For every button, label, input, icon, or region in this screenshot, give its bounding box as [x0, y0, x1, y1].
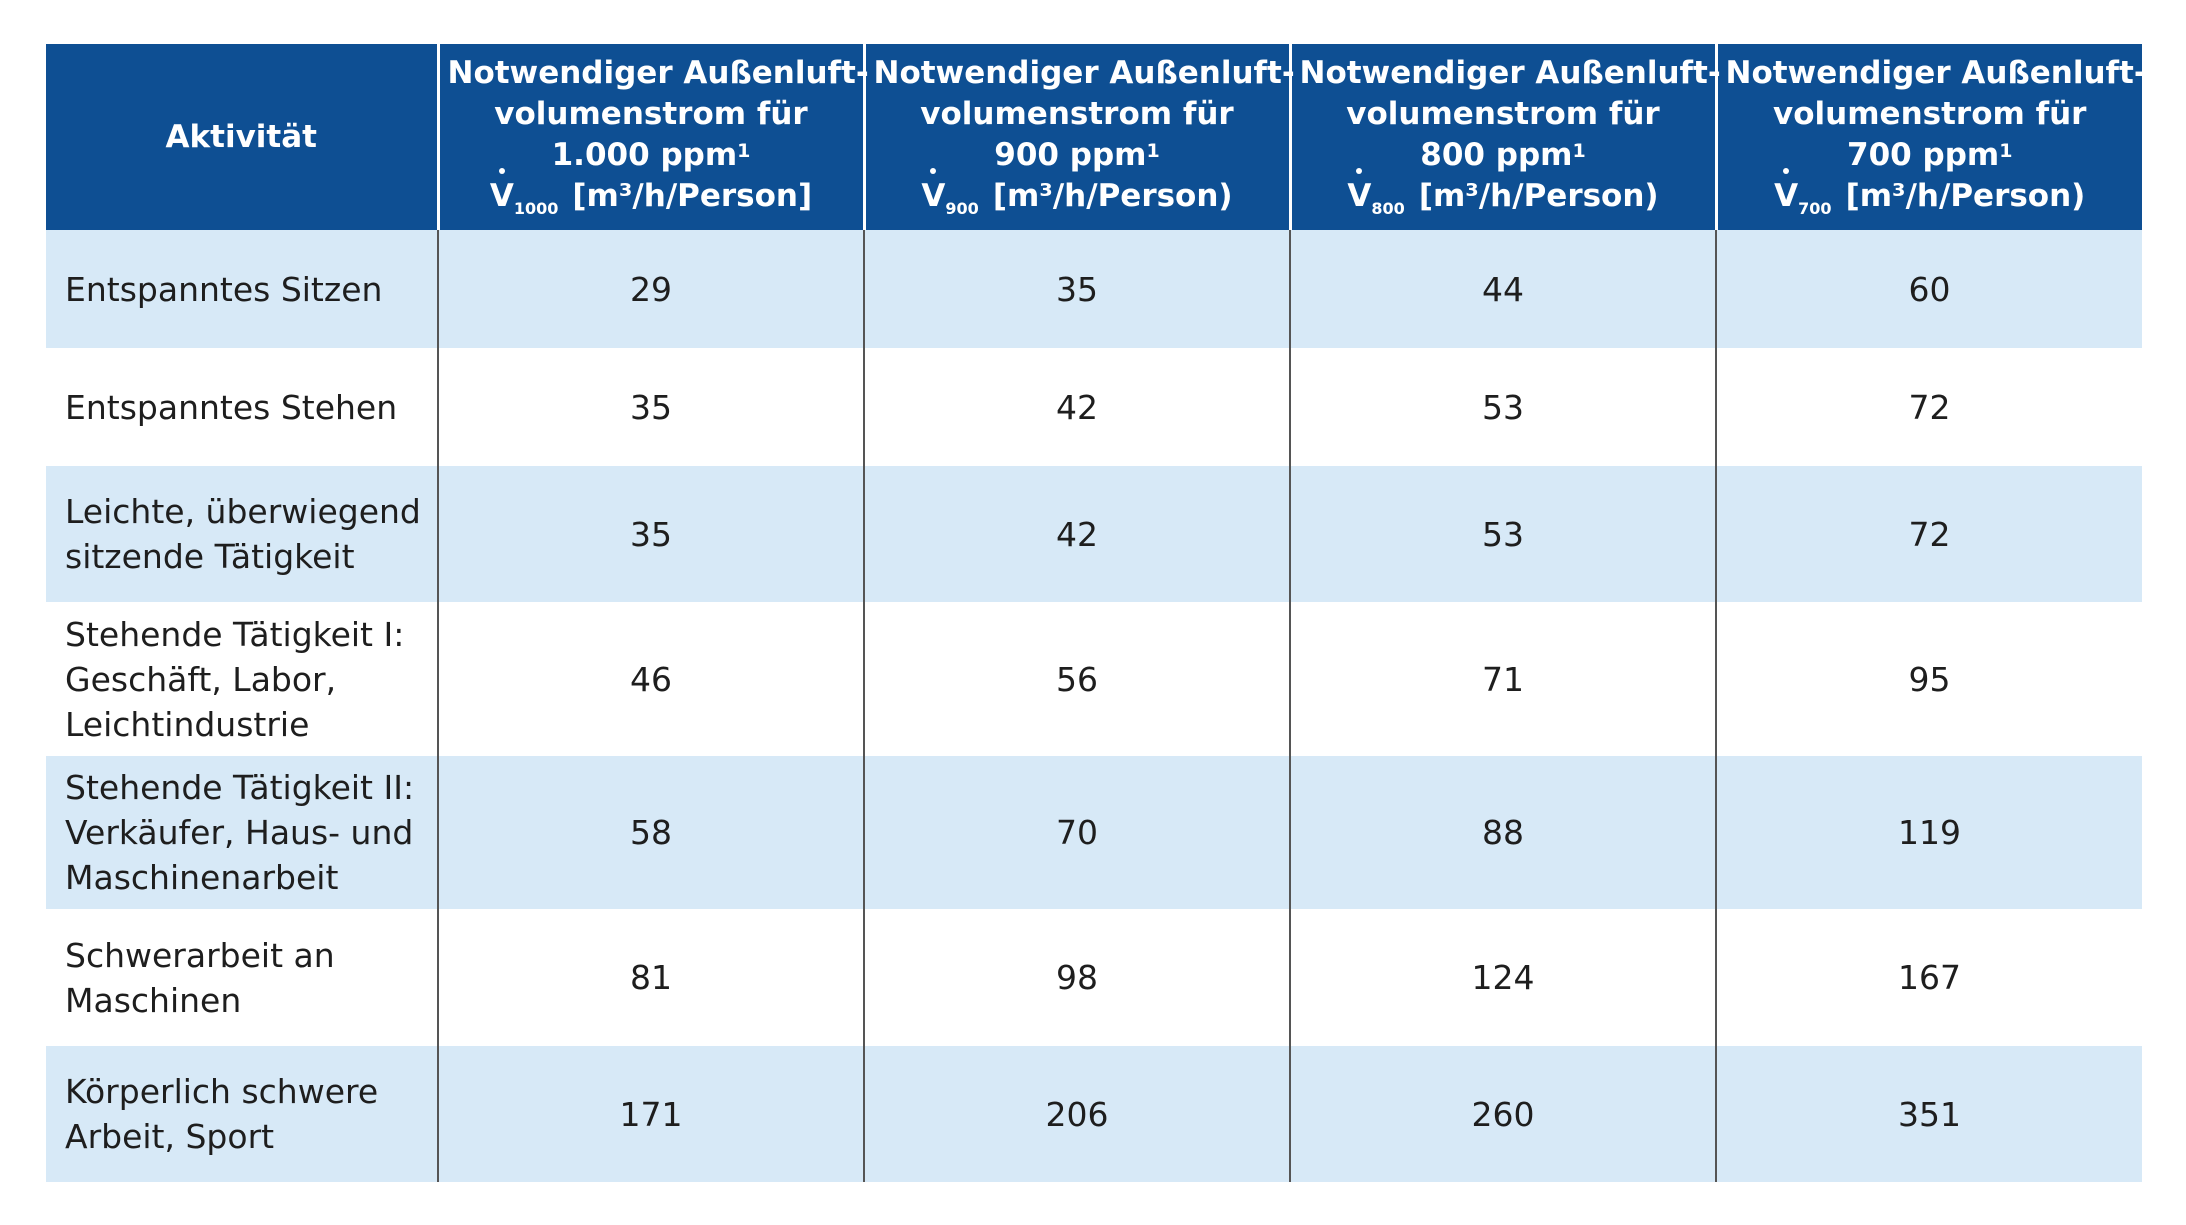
value-cell: 35: [437, 348, 864, 466]
header-footnote: 1: [1572, 140, 1586, 162]
table-row: Entspanntes Stehen 35 42 53 72: [46, 348, 2142, 466]
header-line1: Notwendiger Außenluft-: [1299, 55, 1721, 91]
value-cell: 351: [1715, 1046, 2142, 1182]
header-col-700: Notwendiger Außenluft- volumenstrom für …: [1714, 44, 2147, 230]
table-row: Leichte, überwiegend sitzende Tätigkeit 3…: [46, 466, 2142, 602]
value-cell: 119: [1715, 756, 2142, 909]
table-header-row: Aktivität Notwendiger Außenluft- volumen…: [46, 44, 2147, 230]
value-cell: 29: [437, 230, 864, 348]
header-footnote: 1: [1999, 140, 2013, 162]
header-ppm: 800 ppm: [1420, 137, 1573, 173]
table-row: Entspanntes Sitzen 29 35 44 60: [46, 230, 2142, 348]
header-footnote: 1: [737, 140, 751, 162]
activity-cell: Entspanntes Sitzen: [46, 230, 438, 348]
header-subscript: 800: [1371, 199, 1405, 218]
header-subscript: 900: [945, 199, 979, 218]
header-unit: [m³/h/Person): [992, 178, 1233, 214]
header-col-1000: Notwendiger Außenluft- volumenstrom für …: [436, 44, 869, 230]
table-row: Stehende Tätigkeit II: Verkäufer, Haus- u…: [46, 756, 2142, 909]
value-cell: 58: [437, 756, 864, 909]
header-line2: volumenstrom für: [1346, 96, 1660, 132]
header-col-800: Notwendiger Außenluft- volumenstrom für …: [1288, 44, 1721, 230]
activity-cell: Entspanntes Stehen: [46, 348, 438, 466]
header-subscript: 700: [1798, 199, 1832, 218]
value-cell: 171: [437, 1046, 864, 1182]
value-cell: 46: [437, 602, 864, 756]
header-footnote: 1: [1146, 140, 1160, 162]
value-cell: 98: [863, 909, 1290, 1046]
header-subscript: 1000: [513, 199, 559, 218]
value-cell: 260: [1289, 1046, 1716, 1182]
header-unit: [m³/h/Person]: [572, 178, 813, 214]
value-cell: 70: [863, 756, 1290, 909]
value-cell: 81: [437, 909, 864, 1046]
value-cell: 56: [863, 602, 1290, 756]
header-line2: volumenstrom für: [1773, 96, 2087, 132]
value-cell: 88: [1289, 756, 1716, 909]
value-cell: 53: [1289, 466, 1716, 602]
value-cell: 71: [1289, 602, 1716, 756]
value-cell: 60: [1715, 230, 2142, 348]
value-cell: 167: [1715, 909, 2142, 1046]
header-line2: volumenstrom für: [494, 96, 808, 132]
header-line2: volumenstrom für: [920, 96, 1234, 132]
value-cell: 95: [1715, 602, 2142, 756]
header-ppm: 1.000 ppm: [551, 137, 738, 173]
ventilation-table: Aktivität Notwendiger Außenluft- volumen…: [46, 44, 2147, 1182]
value-cell: 42: [863, 348, 1290, 466]
value-cell: 44: [1289, 230, 1716, 348]
header-ppm: 900 ppm: [994, 137, 1147, 173]
v-dot-symbol: V: [490, 168, 514, 217]
activity-cell: Stehende Tätigkeit I: Geschäft, Labor, Lei…: [46, 602, 438, 756]
v-dot-symbol: V: [1347, 168, 1371, 217]
value-cell: 124: [1289, 909, 1716, 1046]
header-activity: Aktivität: [46, 44, 438, 230]
ventilation-table-container: Aktivität Notwendiger Außenluft- volumen…: [46, 44, 2147, 1182]
header-ppm: 700 ppm: [1847, 137, 2000, 173]
value-cell: 35: [437, 466, 864, 602]
value-cell: 72: [1715, 466, 2142, 602]
table-row: Stehende Tätigkeit I: Geschäft, Labor, Lei…: [46, 602, 2142, 756]
value-cell: 72: [1715, 348, 2142, 466]
header-unit: [m³/h/Person): [1418, 178, 1659, 214]
header-line1: Notwendiger Außenluft-: [1725, 55, 2147, 91]
header-line1: Notwendiger Außenluft-: [447, 55, 869, 91]
activity-cell: Stehende Tätigkeit II: Verkäufer, Haus- u…: [46, 756, 438, 909]
value-cell: 35: [863, 230, 1290, 348]
activity-cell: Körperlich schwere Arbeit, Sport: [46, 1046, 438, 1182]
header-col-900: Notwendiger Außenluft- volumenstrom für …: [862, 44, 1295, 230]
activity-cell: Schwerarbeit an Maschinen: [46, 909, 438, 1046]
header-line1: Notwendiger Außenluft-: [873, 55, 1295, 91]
value-cell: 42: [863, 466, 1290, 602]
table-row: Schwerarbeit an Maschinen 81 98 124 167: [46, 909, 2142, 1046]
value-cell: 206: [863, 1046, 1290, 1182]
value-cell: 53: [1289, 348, 1716, 466]
v-dot-symbol: V: [1774, 168, 1798, 217]
header-unit: [m³/h/Person): [1845, 178, 2086, 214]
activity-cell: Leichte, überwiegend sitzende Tätigkeit: [46, 466, 438, 602]
table-row: Körperlich schwere Arbeit, Sport 171 206 …: [46, 1046, 2142, 1182]
v-dot-symbol: V: [921, 168, 945, 217]
